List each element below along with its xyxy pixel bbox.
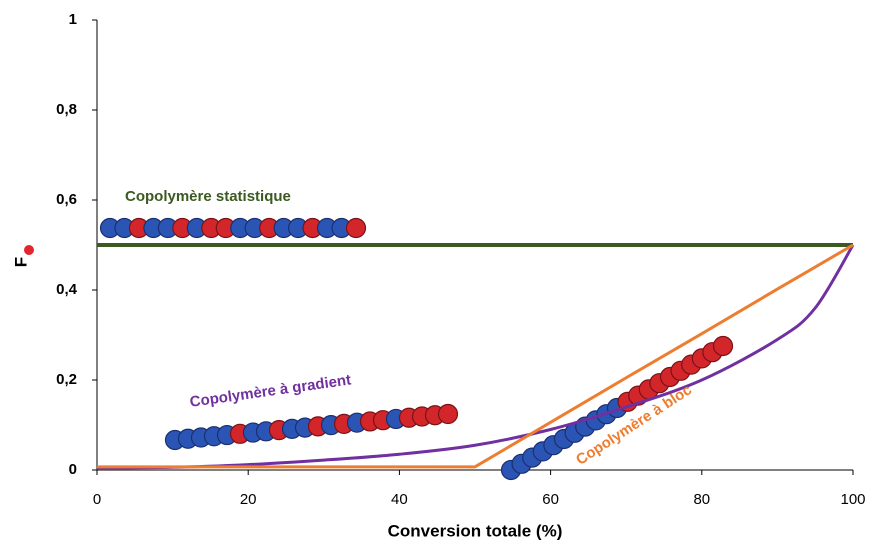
y-tick-label: 0,6	[56, 191, 77, 208]
y-axis-label-dot	[24, 245, 34, 255]
x-tick-label: 60	[542, 491, 559, 508]
x-tick-label: 20	[240, 491, 257, 508]
x-tick-label: 40	[391, 491, 408, 508]
series-line	[96, 244, 855, 470]
y-tick-label: 1	[69, 11, 77, 28]
y-tick-label: 0,8	[56, 101, 77, 118]
bead	[712, 335, 734, 357]
x-tick-label: 100	[840, 491, 865, 508]
x-tick-label: 0	[93, 491, 101, 508]
series-label: Copolymère statistique	[125, 188, 291, 205]
series-label: Copolymère à gradient	[189, 371, 352, 410]
y-tick-label: 0,2	[56, 371, 77, 388]
x-axis-label: Conversion totale (%)	[388, 521, 563, 540]
y-tick-label: 0	[69, 461, 77, 478]
series-line	[97, 243, 854, 469]
bead	[437, 403, 459, 425]
y-tick-label: 0,4	[56, 281, 78, 298]
y-axis-label: F	[11, 257, 30, 267]
x-tick-label: 80	[693, 491, 710, 508]
bead	[345, 217, 367, 239]
